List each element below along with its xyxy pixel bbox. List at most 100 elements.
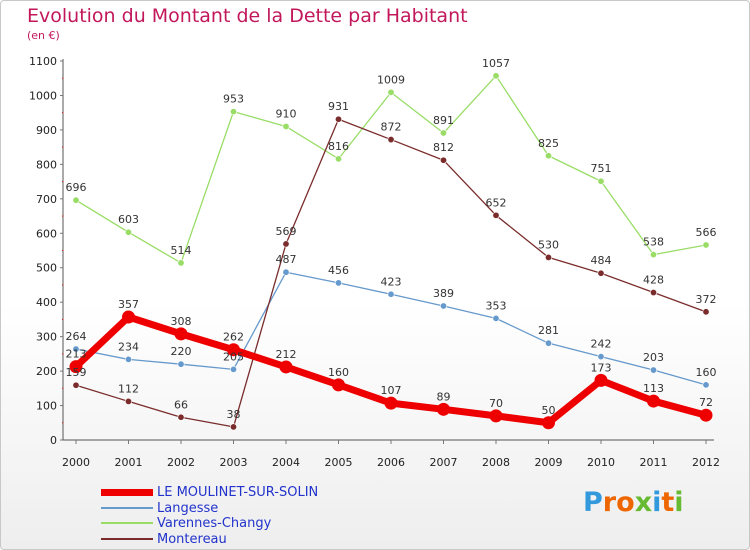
data-point bbox=[492, 211, 500, 219]
proxiti-logo: Proxiti bbox=[583, 487, 684, 518]
x-tick-label: 2007 bbox=[430, 456, 458, 469]
data-point bbox=[649, 366, 657, 374]
data-point bbox=[649, 289, 657, 297]
data-label: 372 bbox=[696, 293, 717, 306]
x-tick-label: 2005 bbox=[325, 456, 353, 469]
data-label: 872 bbox=[381, 121, 402, 134]
data-point bbox=[177, 360, 185, 368]
data-point bbox=[597, 269, 605, 277]
data-label: 38 bbox=[227, 408, 241, 421]
logo-letter: r bbox=[602, 487, 617, 518]
data-label: 107 bbox=[381, 384, 402, 397]
data-point bbox=[439, 302, 447, 310]
data-label: 72 bbox=[699, 396, 713, 409]
data-point bbox=[597, 177, 605, 185]
chart-title: Evolution du Montant de la Dette par Hab… bbox=[27, 5, 468, 27]
data-label: 1057 bbox=[482, 57, 510, 70]
data-label: 514 bbox=[171, 244, 192, 257]
data-point bbox=[177, 413, 185, 421]
y-tick-label: 500 bbox=[36, 262, 57, 275]
data-point bbox=[125, 355, 133, 363]
data-label: 389 bbox=[433, 287, 454, 300]
x-tick-label: 2011 bbox=[640, 456, 668, 469]
data-point bbox=[387, 88, 395, 96]
data-label: 264 bbox=[66, 330, 87, 343]
data-point bbox=[334, 155, 342, 163]
data-point bbox=[544, 339, 552, 347]
data-point bbox=[387, 290, 395, 298]
data-label: 652 bbox=[486, 196, 507, 209]
data-point bbox=[439, 156, 447, 164]
data-point bbox=[699, 408, 713, 422]
data-label: 825 bbox=[538, 137, 559, 150]
legend-swatch bbox=[101, 506, 153, 509]
data-point bbox=[72, 196, 80, 204]
data-point bbox=[125, 228, 133, 236]
data-label: 234 bbox=[118, 340, 139, 353]
data-label: 66 bbox=[174, 398, 188, 411]
data-point bbox=[125, 397, 133, 405]
data-label: 566 bbox=[696, 226, 717, 239]
data-point bbox=[282, 268, 290, 276]
logo-letter: P bbox=[583, 487, 603, 518]
data-point bbox=[230, 365, 238, 373]
data-point bbox=[279, 360, 293, 374]
x-tick-label: 2008 bbox=[482, 456, 510, 469]
y-tick-label: 800 bbox=[36, 158, 57, 171]
data-label: 538 bbox=[643, 236, 664, 249]
data-point bbox=[282, 240, 290, 248]
data-label: 931 bbox=[328, 100, 349, 113]
data-labels: 264 234 220 205 487 456 423 389 353 281 242 203 160 6… bbox=[66, 57, 717, 421]
data-label: 428 bbox=[643, 274, 664, 287]
x-tick-label: 2010 bbox=[587, 456, 615, 469]
data-point bbox=[489, 409, 503, 423]
data-point bbox=[597, 353, 605, 361]
data-label: 113 bbox=[643, 382, 664, 395]
data-point bbox=[702, 308, 710, 316]
legend-swatch bbox=[101, 488, 153, 496]
axes: 0 100 200 300 400 500 600 700 800 900 1000 1100 2000… bbox=[29, 55, 720, 469]
x-tick-label: 2001 bbox=[115, 456, 143, 469]
data-label: 530 bbox=[538, 238, 559, 251]
series bbox=[72, 115, 710, 431]
data-label: 220 bbox=[171, 345, 192, 358]
legend-swatch bbox=[101, 537, 153, 540]
data-point bbox=[437, 402, 450, 416]
chart-unit: (en €) bbox=[27, 29, 60, 42]
data-label: 203 bbox=[643, 351, 664, 364]
logo-letter: i bbox=[674, 487, 684, 518]
data-point bbox=[702, 241, 710, 249]
data-label: 812 bbox=[433, 141, 454, 154]
data-label: 89 bbox=[437, 390, 451, 403]
series-layer bbox=[69, 72, 713, 431]
data-label: 423 bbox=[381, 275, 402, 288]
data-point bbox=[282, 122, 290, 130]
data-label: 205 bbox=[223, 350, 244, 363]
data-point bbox=[492, 72, 500, 80]
data-point bbox=[544, 152, 552, 160]
x-tick-label: 2002 bbox=[167, 456, 195, 469]
data-label: 696 bbox=[66, 181, 87, 194]
data-label: 891 bbox=[433, 114, 454, 127]
data-label: 112 bbox=[118, 382, 139, 395]
logo-letter: i bbox=[652, 487, 662, 518]
y-tick-label: 0 bbox=[50, 434, 57, 447]
data-label: 569 bbox=[276, 225, 297, 238]
series-line bbox=[75, 75, 707, 264]
data-point bbox=[594, 373, 608, 387]
data-point bbox=[334, 115, 342, 123]
data-label: 212 bbox=[276, 348, 297, 361]
data-label: 357 bbox=[118, 298, 139, 311]
data-label: 281 bbox=[538, 324, 559, 337]
data-point bbox=[334, 279, 342, 287]
data-point bbox=[492, 314, 500, 322]
data-point bbox=[647, 394, 660, 408]
series-line bbox=[75, 118, 707, 428]
data-label: 953 bbox=[223, 93, 244, 106]
data-label: 160 bbox=[696, 366, 717, 379]
data-label: 484 bbox=[591, 254, 612, 267]
data-label: 816 bbox=[328, 140, 349, 153]
x-tick-label: 2004 bbox=[272, 456, 300, 469]
y-tick-label: 300 bbox=[36, 331, 57, 344]
